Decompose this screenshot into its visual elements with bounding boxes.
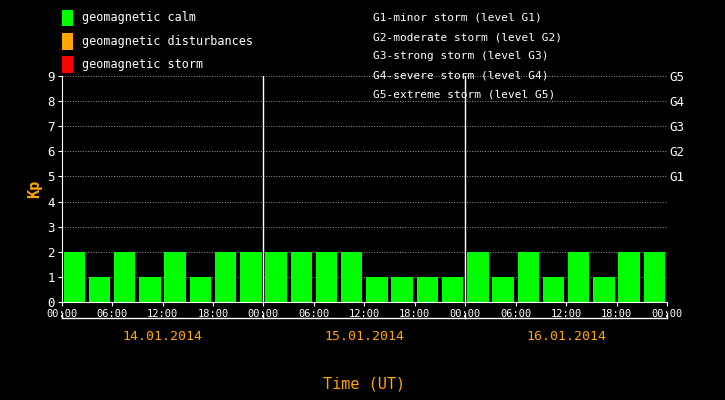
Text: G5-extreme storm (level G5): G5-extreme storm (level G5) bbox=[373, 90, 555, 100]
Bar bbox=[417, 277, 438, 302]
Text: 15.01.2014: 15.01.2014 bbox=[324, 330, 405, 342]
Bar bbox=[568, 252, 589, 302]
Bar bbox=[492, 277, 514, 302]
Text: geomagnetic disturbances: geomagnetic disturbances bbox=[82, 35, 253, 48]
Bar bbox=[392, 277, 413, 302]
Bar bbox=[291, 252, 312, 302]
Bar bbox=[467, 252, 489, 302]
Y-axis label: Kp: Kp bbox=[27, 180, 41, 198]
Bar bbox=[114, 252, 136, 302]
Bar bbox=[618, 252, 640, 302]
Bar bbox=[64, 252, 85, 302]
Bar bbox=[366, 277, 388, 302]
Bar bbox=[265, 252, 287, 302]
Text: G4-severe storm (level G4): G4-severe storm (level G4) bbox=[373, 70, 549, 81]
Bar bbox=[215, 252, 236, 302]
Bar bbox=[543, 277, 564, 302]
Bar bbox=[190, 277, 211, 302]
Text: G3-strong storm (level G3): G3-strong storm (level G3) bbox=[373, 51, 549, 61]
Text: 14.01.2014: 14.01.2014 bbox=[123, 330, 202, 342]
Bar bbox=[518, 252, 539, 302]
Text: G2-moderate storm (level G2): G2-moderate storm (level G2) bbox=[373, 32, 563, 42]
Text: geomagnetic calm: geomagnetic calm bbox=[82, 12, 196, 24]
Bar bbox=[88, 277, 110, 302]
Text: geomagnetic storm: geomagnetic storm bbox=[82, 58, 203, 71]
Bar bbox=[316, 252, 337, 302]
Text: Time (UT): Time (UT) bbox=[323, 376, 405, 392]
Bar bbox=[593, 277, 615, 302]
Bar bbox=[240, 252, 262, 302]
Bar bbox=[139, 277, 161, 302]
Bar bbox=[442, 277, 463, 302]
Text: 16.01.2014: 16.01.2014 bbox=[526, 330, 606, 342]
Bar bbox=[341, 252, 362, 302]
Bar bbox=[644, 252, 665, 302]
Text: G1-minor storm (level G1): G1-minor storm (level G1) bbox=[373, 13, 542, 23]
Bar bbox=[165, 252, 186, 302]
